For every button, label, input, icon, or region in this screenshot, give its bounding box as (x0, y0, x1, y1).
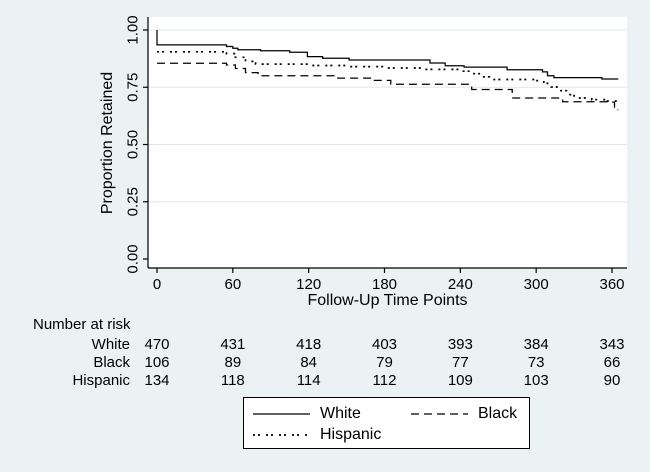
legend-dotted-line-sample (253, 434, 310, 436)
x-tick-label: 300 (524, 276, 549, 293)
legend-entry-white: White (253, 405, 361, 423)
risk-count: 106 (144, 354, 170, 371)
risk-row-label-black: Black (93, 354, 130, 371)
risk-count: 403 (371, 336, 398, 353)
risk-count: 393 (447, 336, 473, 353)
risk-count: 384 (523, 336, 549, 353)
risk-count: 431 (220, 336, 246, 353)
survival-plot: 0.00 0.25 0.50 0.75 1.00 0 60 120 180 240 300 360 (125, 15, 627, 293)
x-tick-label: 120 (296, 276, 321, 293)
risk-count: 418 (296, 336, 322, 353)
risk-count: 103 (523, 372, 549, 389)
risk-table-title: Number at risk (33, 316, 131, 333)
y-tick-label: 0.00 (125, 244, 142, 273)
legend-solid-line-sample (253, 413, 310, 415)
legend-box: White Black Hispanic (243, 397, 530, 449)
risk-count: 343 (599, 336, 625, 353)
x-tick-label: 240 (448, 276, 473, 293)
y-tick-label: 0.75 (125, 73, 142, 102)
plot-area (148, 17, 627, 268)
legend-dashed-line-sample (411, 413, 468, 415)
legend-entry-black: Black (411, 405, 517, 423)
legend-label: Black (478, 405, 518, 422)
legend-label: Hispanic (320, 426, 382, 443)
x-tick-label: 360 (599, 276, 624, 293)
risk-count: 79 (376, 354, 393, 371)
legend-entry-hispanic: Hispanic (253, 426, 381, 444)
risk-count: 90 (603, 372, 621, 389)
risk-count: 112 (372, 372, 397, 389)
risk-count: 118 (220, 372, 245, 389)
risk-count: 109 (447, 372, 473, 389)
series-white-line (156, 30, 619, 80)
y-tick-label: 0.50 (125, 130, 142, 159)
risk-count: 134 (144, 372, 170, 389)
risk-count: 66 (603, 354, 621, 371)
y-tick-label: 0.25 (125, 187, 142, 216)
risk-count: 470 (144, 336, 170, 353)
legend-label: White (320, 405, 361, 422)
series-black-line (157, 62, 619, 111)
risk-count: 89 (224, 354, 242, 371)
risk-count: 84 (300, 354, 317, 371)
x-tick-label: 180 (372, 276, 397, 293)
risk-count: 114 (296, 372, 321, 389)
risk-count: 77 (451, 354, 469, 371)
x-tick-label: 0 (153, 276, 161, 293)
risk-count: 73 (527, 354, 545, 371)
y-tick-label: 1.00 (125, 15, 142, 44)
risk-row-label-white: White (91, 336, 130, 353)
x-tick-label: 60 (224, 276, 241, 293)
x-axis-title: Follow-Up Time Points (307, 292, 468, 309)
risk-row-label-hispanic: Hispanic (72, 372, 130, 389)
